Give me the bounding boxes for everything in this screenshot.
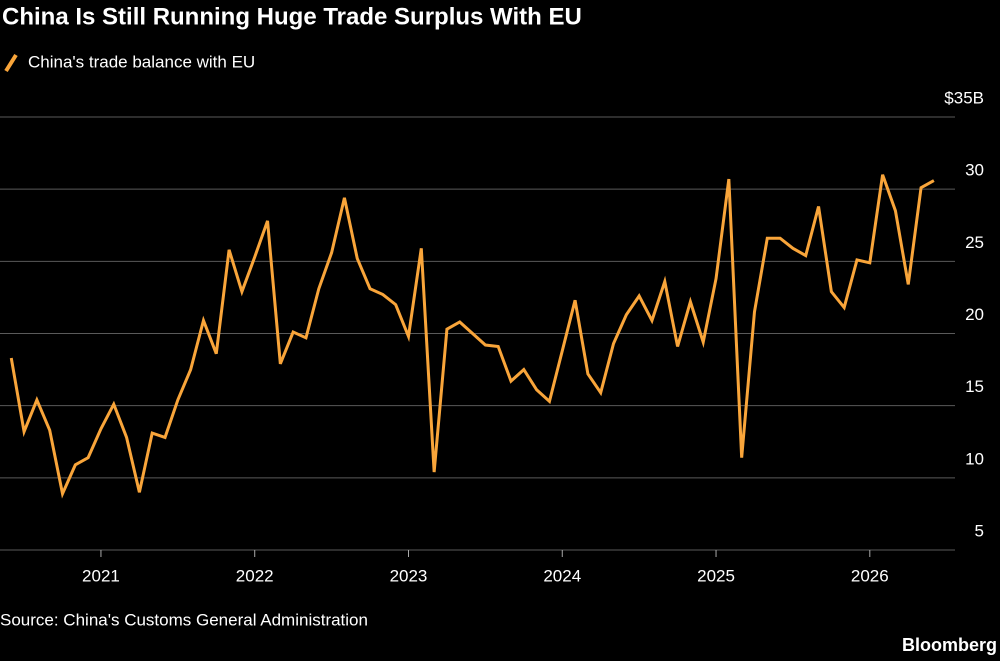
legend-icon [4, 53, 18, 73]
legend-label: China's trade balance with EU [28, 52, 255, 71]
x-tick-label: 2025 [697, 566, 735, 585]
y-tick-label: 20 [965, 305, 984, 324]
x-tick-label: 2022 [236, 566, 274, 585]
y-tick-label: 25 [965, 233, 984, 252]
x-tick-label: 2021 [82, 566, 120, 585]
y-tick-label: 5 [975, 521, 984, 540]
y-tick-label: 10 [965, 449, 984, 468]
data-line [9, 174, 935, 499]
y-tick-label: 30 [965, 161, 984, 180]
chart-title: China Is Still Running Huge Trade Surplu… [2, 3, 582, 30]
brand: Bloomberg [902, 635, 997, 655]
x-tick-label: 2023 [390, 566, 428, 585]
y-tick-label: 15 [965, 377, 984, 396]
y-tick-label: $35B [944, 88, 984, 107]
x-tick-label: 2026 [851, 566, 889, 585]
source: Source: China's Customs General Administ… [0, 610, 368, 629]
x-tick-label: 2024 [543, 566, 581, 585]
